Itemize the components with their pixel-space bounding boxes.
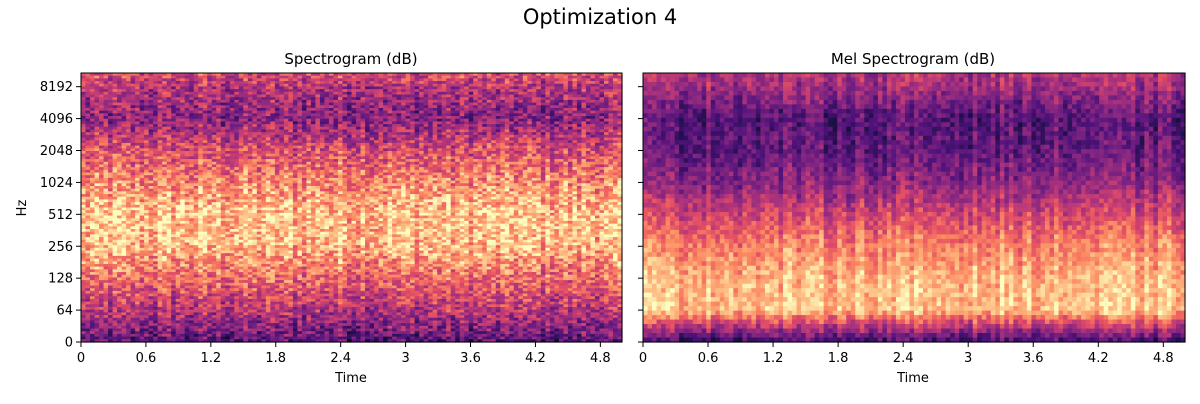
figure-title: Optimization 4 — [523, 5, 677, 29]
spectrogram-panel: Spectrogram (dB) 0 0.6 1.2 1.8 2.4 3 3.6 4.2 4.8… — [15, 50, 623, 386]
spectrogram-title: Spectrogram (dB) — [284, 50, 417, 68]
spectrogram-heatmap — [81, 73, 623, 343]
